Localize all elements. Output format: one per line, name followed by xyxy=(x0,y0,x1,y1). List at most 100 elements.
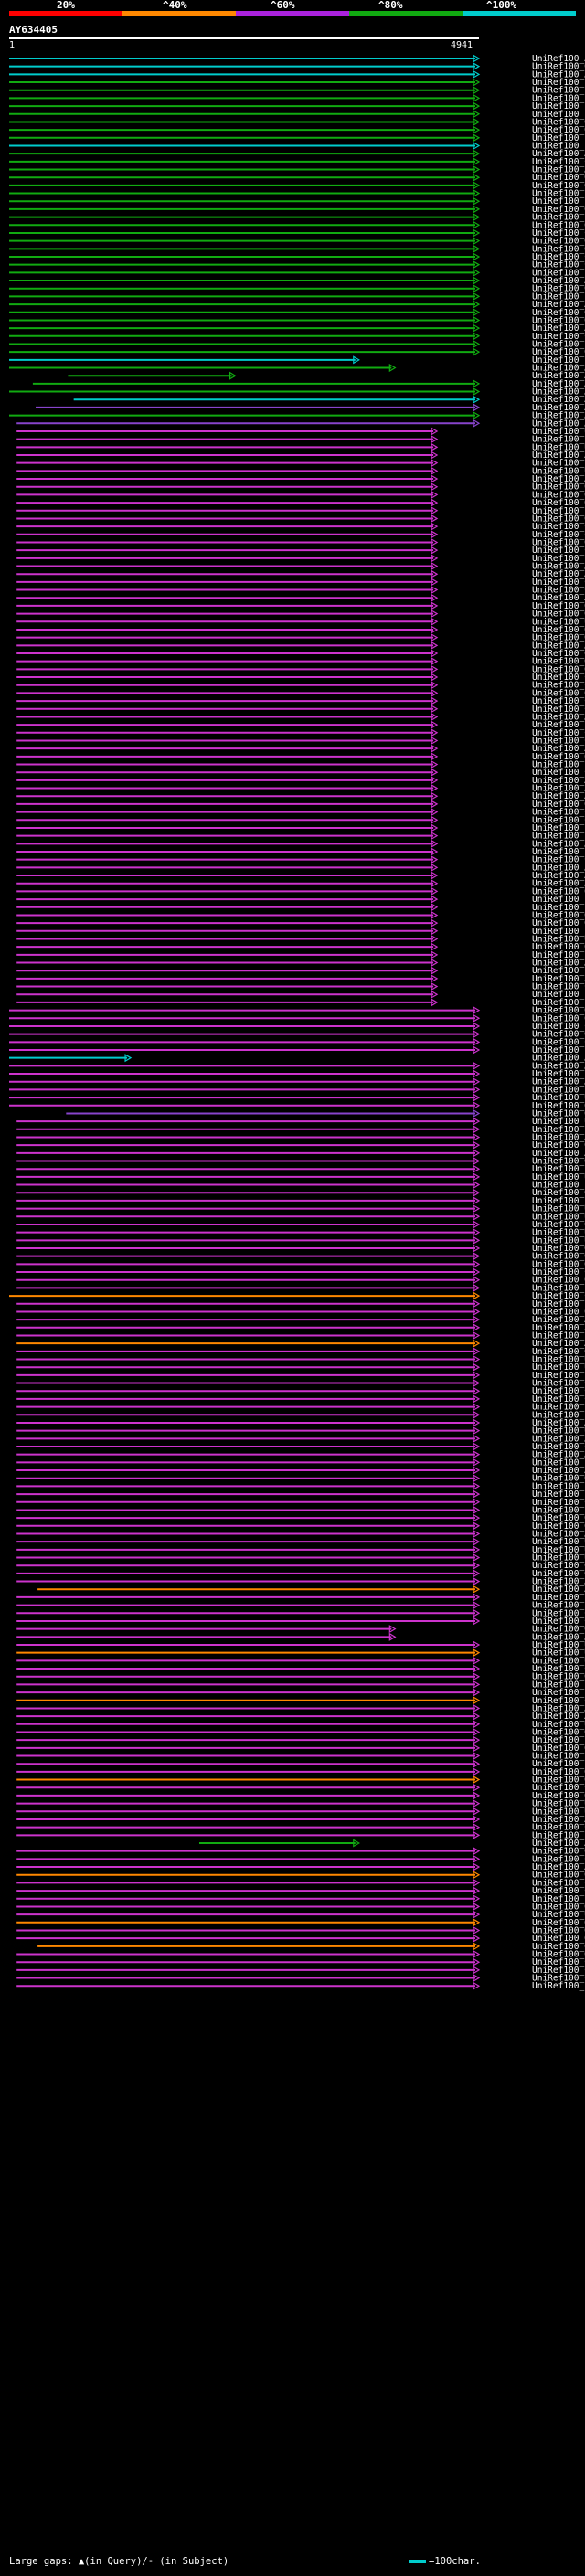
hit-label[interactable]: UniRef100_Q2L1P7 xyxy=(532,482,585,493)
hit-row[interactable]: UniRef100_B1ZV88 xyxy=(16,506,585,516)
hit-row[interactable]: UniRef100_A5W8F9 xyxy=(198,1839,585,1849)
hit-label[interactable]: UniRef100_Q6ZQP7-2 xyxy=(532,1108,585,1118)
hit-row[interactable]: UniRef100_Q0CZ39 xyxy=(16,1925,585,1935)
hit-label[interactable]: UniRef100_A5AGB6 xyxy=(532,276,585,286)
hit-label[interactable]: UniRef100_C1L3C1 xyxy=(532,696,585,706)
hit-row[interactable]: UniRef100_A8Z7R0 xyxy=(16,593,585,603)
hit-label[interactable]: UniRef100_A3NC48 xyxy=(532,1703,585,1713)
hit-row[interactable]: UniRef100_B4I104 xyxy=(9,1085,585,1095)
hit-row[interactable]: UniRef100_Q02341 xyxy=(16,800,585,810)
hit-row[interactable]: UniRef100_Q5SPX7 xyxy=(16,1561,585,1571)
hit-row[interactable]: UniRef100_B8C486 xyxy=(9,141,585,151)
hit-row[interactable]: UniRef100_UP1000.. xyxy=(16,466,585,476)
hit-label[interactable]: UniRef100_C1N3E5 xyxy=(532,260,585,270)
hit-row[interactable]: UniRef100_A3NC48 xyxy=(16,1703,585,1713)
hit-row[interactable]: UniRef100_Q1DVM2 xyxy=(16,664,585,674)
hit-label[interactable]: UniRef100_C0YID6 xyxy=(532,768,585,778)
hit-row[interactable]: UniRef100_A3QDP7 xyxy=(9,300,585,310)
hit-label[interactable]: UniRef100_A4H484 xyxy=(532,1418,585,1428)
hit-row[interactable]: UniRef100_UP1000.. xyxy=(16,1720,585,1730)
hit-label[interactable]: UniRef100_C3QFU3 xyxy=(532,1442,585,1452)
hit-row[interactable]: UniRef100_C5GHE8 xyxy=(16,586,585,596)
hit-row[interactable]: UniRef100_C6IYN1 xyxy=(16,1966,585,1976)
hit-row[interactable]: UniRef100_A2QU08 xyxy=(16,871,585,881)
hit-row[interactable]: UniRef100_A7V286 xyxy=(16,1815,585,1825)
hit-label[interactable]: UniRef100_B5VNP5 xyxy=(532,823,585,833)
hit-label[interactable]: UniRef100_Q75DR5 xyxy=(532,688,585,698)
hit-label[interactable]: UniRef100_B7QD46 xyxy=(532,93,585,103)
hit-row[interactable]: UniRef100_C6SD47 xyxy=(16,1823,585,1833)
hit-label[interactable]: UniRef100_C5YW13 xyxy=(532,157,585,167)
hit-row[interactable]: UniRef100_B4FF22 xyxy=(9,196,585,207)
hit-row[interactable]: UniRef100_C0YID6 xyxy=(16,768,585,778)
hit-row[interactable]: UniRef100_A4X4V1 xyxy=(16,1149,585,1159)
hit-row[interactable]: UniRef100_UP1000.. xyxy=(16,1799,585,1809)
hit-row[interactable]: UniRef100_B4FA74 xyxy=(16,720,585,730)
hit-label[interactable]: UniRef100_B4GQ25 xyxy=(532,1601,585,1611)
hit-row[interactable]: UniRef100_A7SFG2 xyxy=(16,1323,585,1333)
hit-row[interactable]: UniRef100_A3J5T6 xyxy=(16,974,585,984)
hit-row[interactable]: UniRef100_A7EE9E xyxy=(16,562,585,572)
hit-row[interactable]: UniRef100_Q31ZQ6 xyxy=(16,1513,585,1523)
hit-row[interactable]: UniRef100_UP1000.. xyxy=(16,1648,585,1659)
hit-row[interactable]: UniRef100_C5YW13 xyxy=(9,157,585,167)
hit-row[interactable]: UniRef100_UP1000.. xyxy=(16,1228,585,1238)
hit-label[interactable]: UniRef100_Q7NV93 xyxy=(532,1942,585,1952)
hit-row[interactable]: UniRef100_A9TG31 xyxy=(9,149,585,159)
hit-label[interactable]: UniRef100_B0MTE6 xyxy=(532,895,585,905)
hit-label[interactable]: UniRef100_Q5EVM1 xyxy=(532,205,585,215)
hit-row[interactable]: UniRef100_A1CLE8 xyxy=(16,879,585,889)
hit-row[interactable]: UniRef100_C1E3E5 xyxy=(9,252,585,262)
hit-row[interactable]: UniRef100_B7X057 xyxy=(16,1125,585,1135)
hit-row[interactable]: UniRef100_Q4P3S4 xyxy=(16,1347,585,1357)
hit-label[interactable]: UniRef100_A7V286 xyxy=(532,1815,585,1825)
hit-label[interactable]: UniRef100_Q6BL24 xyxy=(532,886,585,896)
hit-row[interactable]: UniRef100_P78827 xyxy=(16,1489,585,1500)
hit-row[interactable]: UniRef100_B9RL07 xyxy=(9,110,585,120)
hit-label[interactable]: UniRef100_B9RI68 xyxy=(532,459,585,469)
hit-label[interactable]: UniRef100_C5NZY0 xyxy=(532,1696,585,1706)
hit-label[interactable]: UniRef100_Q2F895 xyxy=(532,1918,585,1928)
hit-row[interactable]: UniRef100_A5B1D8 xyxy=(9,387,585,398)
hit-row[interactable]: UniRef100_Q5VR49 xyxy=(16,910,585,920)
hit-label[interactable]: UniRef100_A1CLE8 xyxy=(532,879,585,889)
hit-label[interactable]: UniRef100_C7LXL0 xyxy=(532,966,585,976)
hit-label[interactable]: UniRef100_C1GGJ2 xyxy=(532,578,585,588)
hit-row[interactable]: UniRef100_Q4FX61 xyxy=(16,1276,585,1286)
hit-label[interactable]: UniRef100_A1YZ32 xyxy=(532,1862,585,1872)
hit-row[interactable]: UniRef100_Q5EVM1 xyxy=(9,205,585,215)
hit-row[interactable]: UniRef100_Q1AFS5 xyxy=(9,181,585,191)
hit-row[interactable]: UniRef100_B5D176 xyxy=(16,1505,585,1515)
hit-row[interactable]: UniRef100_A6IAT4 xyxy=(9,54,585,64)
hit-label[interactable]: UniRef100_A7NYA7 xyxy=(532,403,585,413)
hit-label[interactable]: UniRef100_Q9S853 xyxy=(532,1950,585,1960)
hit-label[interactable]: UniRef100_B9RQU7 xyxy=(532,101,585,111)
hit-label[interactable]: UniRef100_A8J813 xyxy=(532,1339,585,1349)
hit-label[interactable]: UniRef100_A2QU08 xyxy=(532,871,585,881)
hit-row[interactable]: UniRef100_C6HP13 xyxy=(16,673,585,683)
hit-row[interactable]: UniRef100_A7RGC0 xyxy=(16,1132,585,1142)
hit-label[interactable]: UniRef100_Q0A7E8 xyxy=(532,601,585,611)
hit-label[interactable]: UniRef100_Q5K965 xyxy=(532,1188,585,1198)
hit-row[interactable]: UniRef100_B4FT57 xyxy=(16,1330,585,1341)
hit-label[interactable]: UniRef100_B7ZY16 xyxy=(532,1752,585,1762)
hit-row[interactable]: UniRef100_UP1000.. xyxy=(16,1553,585,1564)
hit-row[interactable]: UniRef100_UP1000.. xyxy=(16,1537,585,1547)
hit-row[interactable]: UniRef100_C8UZW4 xyxy=(9,332,585,342)
hit-label[interactable]: UniRef100_Q9M715 xyxy=(532,1307,585,1317)
hit-row[interactable]: UniRef100_A6L3F1 xyxy=(16,1434,585,1444)
hit-label[interactable]: UniRef100_B0XZX8 xyxy=(532,832,585,842)
hit-label[interactable]: UniRef100_B9RH71 xyxy=(532,292,585,302)
hit-row[interactable]: UniRef100_Q9XQS3 xyxy=(16,1744,585,1754)
hit-row[interactable]: UniRef100_C7IYE4 xyxy=(16,1617,585,1627)
hit-row[interactable]: UniRef100_Q5NWM5 xyxy=(16,490,585,500)
hit-label[interactable]: UniRef100_A4I488 xyxy=(532,1712,585,1722)
hit-label[interactable]: UniRef100_Q0CZ39 xyxy=(532,1925,585,1935)
hit-row[interactable]: UniRef100_A1YZ32 xyxy=(16,1862,585,1872)
hit-row[interactable]: UniRef100_Q4P572 xyxy=(16,610,585,620)
hit-label[interactable]: UniRef100_B0Y2C3 xyxy=(532,760,585,770)
hit-label[interactable]: UniRef100_B4MMR0 xyxy=(532,1410,585,1420)
hit-row[interactable]: UniRef100_Q0SCS5 xyxy=(9,1013,585,1023)
hit-row[interactable]: UniRef100_UP1000.. xyxy=(16,934,585,944)
hit-row[interactable]: UniRef100_Q5S9B6 xyxy=(16,514,585,524)
